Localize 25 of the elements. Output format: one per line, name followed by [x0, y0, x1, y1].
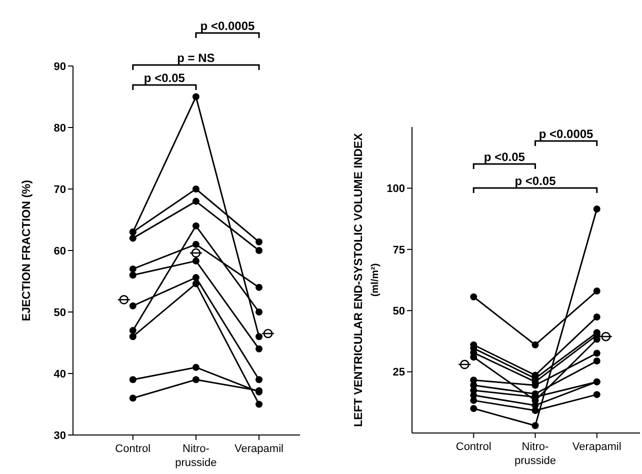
annotation: p <0.05 — [144, 71, 186, 85]
x-tick-label: Verapamil — [234, 443, 284, 455]
y-tick-label: 60 — [54, 245, 66, 258]
text: p = NS — [177, 51, 215, 65]
y-tick-label: 90 — [54, 60, 66, 73]
x-tick-label: Nitro- prusside — [175, 443, 217, 469]
x-tick-label: Control — [115, 443, 151, 455]
y-axis-title: LEFT VENTRICULAR END-SYSTOLIC VOLUME INDEX (ml/m²) — [353, 132, 381, 427]
annotation: p <0.05 — [484, 150, 526, 164]
x-tick-label: Nitro- prusside — [514, 441, 556, 467]
y-tick-label: 70 — [54, 184, 66, 196]
y-tick-label: 75 — [392, 244, 405, 256]
y-tick-label: 40 — [54, 368, 66, 380]
text: p <0.0005 — [200, 19, 255, 33]
y-tick-label: 50 — [54, 306, 66, 319]
y-tick-label: 50 — [392, 306, 405, 318]
y-tick-label: 80 — [54, 122, 66, 134]
x-tick-label: Verapamil — [572, 441, 622, 453]
y-tick-label: 100 — [386, 183, 405, 196]
y-tick-label: 30 — [54, 430, 66, 442]
x-tick-label: Control — [456, 441, 492, 453]
y-axis-title: EJECTION FRACTION (%) — [21, 180, 33, 322]
y-tick-label: 25 — [392, 366, 405, 379]
annotation: p <0.0005 — [538, 127, 594, 141]
annotation: p <0.05 — [514, 174, 556, 188]
